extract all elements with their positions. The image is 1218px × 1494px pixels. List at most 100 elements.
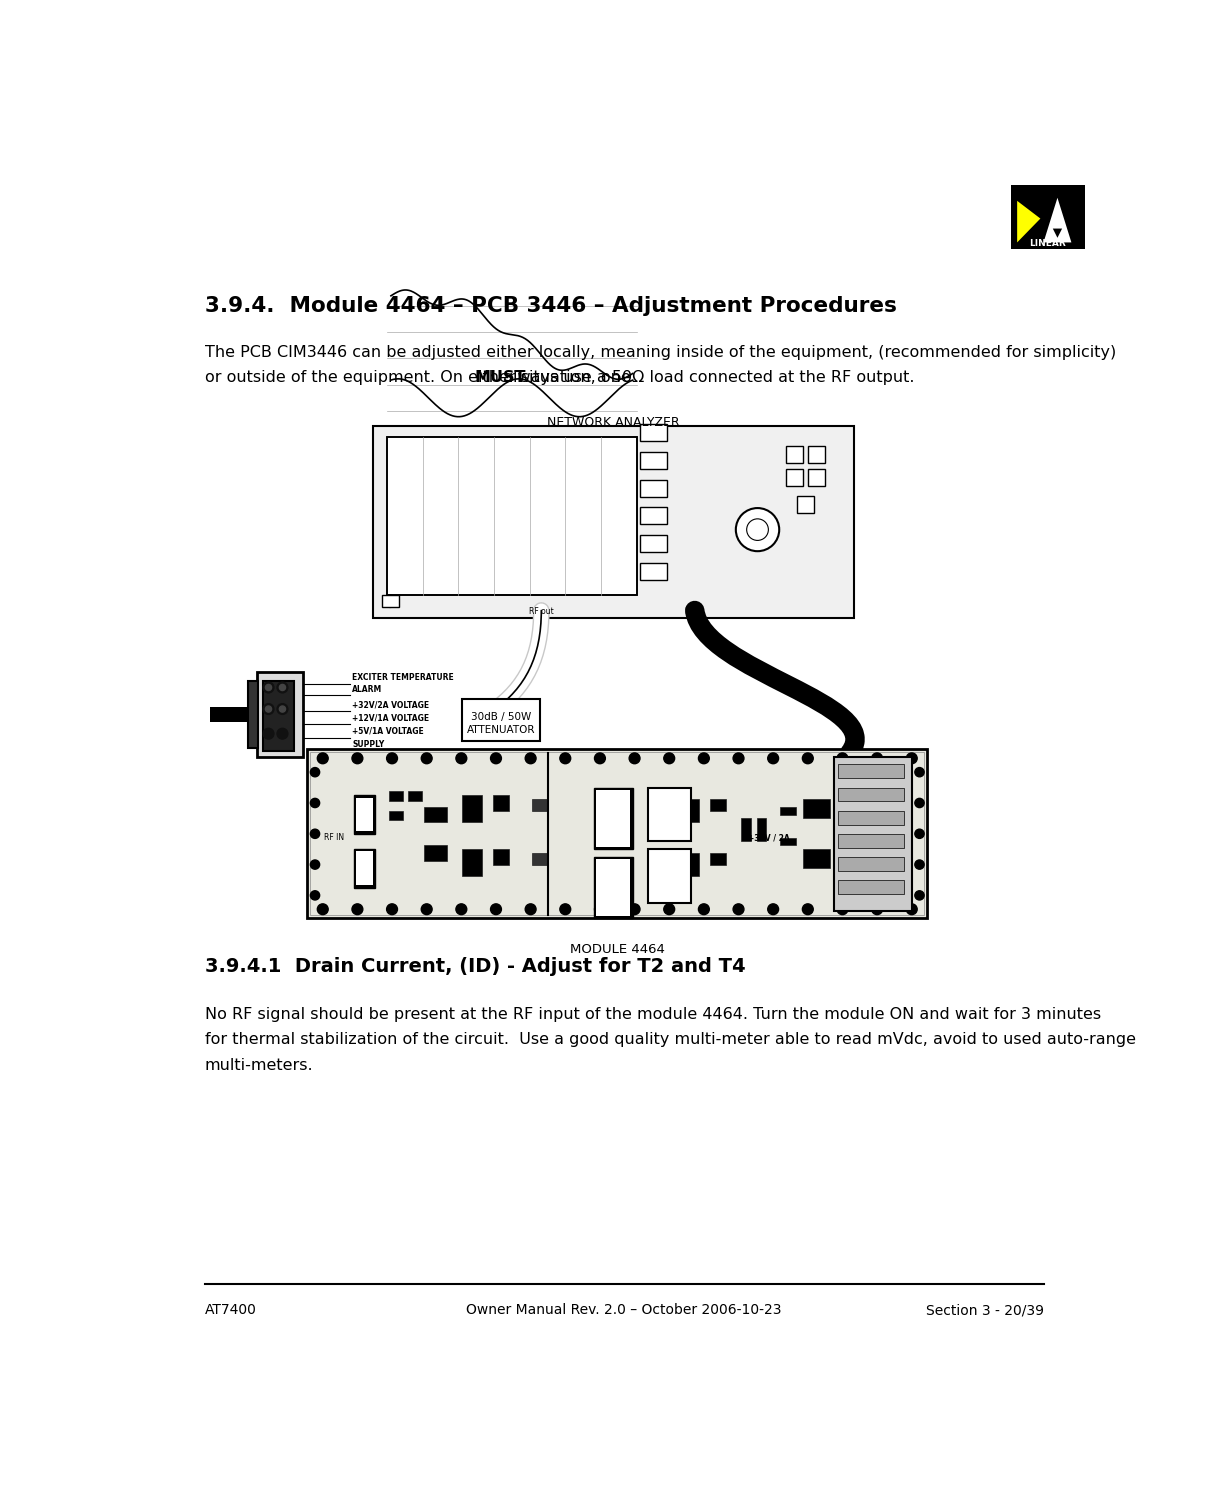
Circle shape — [915, 890, 924, 899]
Text: RF IN: RF IN — [324, 834, 345, 843]
Bar — [797, 496, 814, 512]
Bar — [353, 795, 375, 834]
Bar — [639, 508, 666, 524]
Circle shape — [266, 707, 272, 713]
Bar — [742, 819, 750, 841]
Bar — [211, 707, 250, 722]
Bar — [639, 451, 666, 469]
Bar — [780, 838, 795, 846]
Bar — [493, 849, 509, 865]
Text: +32V / 2A: +32V / 2A — [748, 834, 789, 843]
Circle shape — [906, 904, 917, 914]
Text: 3.9.4.  Module 4464 – PCB 3446 – Adjustment Procedures: 3.9.4. Module 4464 – PCB 3446 – Adjustme… — [205, 296, 896, 317]
Circle shape — [837, 904, 848, 914]
Circle shape — [698, 753, 709, 763]
Bar — [257, 672, 303, 757]
Circle shape — [491, 753, 502, 763]
Circle shape — [279, 707, 285, 713]
Polygon shape — [1052, 229, 1062, 238]
Circle shape — [266, 684, 272, 690]
Circle shape — [525, 904, 536, 914]
Bar — [756, 819, 766, 841]
Text: Section 3 - 20/39: Section 3 - 20/39 — [926, 1303, 1044, 1318]
Bar — [838, 834, 904, 847]
Circle shape — [664, 904, 675, 914]
Bar — [493, 795, 509, 811]
Bar — [842, 846, 870, 855]
Text: 30dB / 50W
ATTENUATOR: 30dB / 50W ATTENUATOR — [466, 713, 535, 735]
Bar — [389, 811, 403, 820]
Circle shape — [276, 683, 287, 693]
Bar — [639, 563, 666, 580]
Text: EXCITER TEMPERATURE: EXCITER TEMPERATURE — [352, 674, 454, 683]
Circle shape — [311, 861, 319, 870]
Bar — [808, 469, 825, 486]
Circle shape — [421, 753, 432, 763]
Bar — [353, 849, 375, 887]
Bar — [532, 853, 548, 865]
Circle shape — [698, 904, 709, 914]
Bar — [1011, 185, 1084, 248]
Bar — [664, 799, 699, 822]
Bar — [594, 858, 632, 919]
Circle shape — [311, 890, 319, 899]
Text: +12V/1A VOLTAGE: +12V/1A VOLTAGE — [352, 714, 429, 723]
Bar — [408, 792, 421, 801]
Circle shape — [872, 904, 883, 914]
Bar — [842, 795, 870, 805]
Bar — [664, 853, 699, 875]
Bar — [838, 765, 904, 778]
Circle shape — [630, 753, 639, 763]
Circle shape — [803, 753, 814, 763]
Bar — [648, 849, 691, 902]
Bar — [532, 799, 548, 811]
Bar — [311, 751, 924, 916]
Text: LINEAR: LINEAR — [1029, 239, 1066, 248]
Text: multi-meters.: multi-meters. — [205, 1058, 313, 1073]
Circle shape — [421, 904, 432, 914]
Text: always use a 50Ω load connected at the RF output.: always use a 50Ω load connected at the R… — [497, 371, 914, 385]
Circle shape — [594, 904, 605, 914]
Text: +32V/2A VOLTAGE: +32V/2A VOLTAGE — [352, 701, 429, 710]
Bar — [594, 787, 632, 849]
Circle shape — [386, 904, 397, 914]
Bar — [786, 469, 803, 486]
Text: or outside of the equipment. On either situation, one: or outside of the equipment. On either s… — [205, 371, 636, 385]
Circle shape — [594, 753, 605, 763]
Circle shape — [263, 728, 274, 740]
Circle shape — [915, 768, 924, 777]
Circle shape — [664, 753, 675, 763]
Circle shape — [560, 904, 571, 914]
Circle shape — [491, 904, 502, 914]
Text: for thermal stabilization of the circuit.  Use a good quality multi-meter able t: for thermal stabilization of the circuit… — [205, 1032, 1136, 1047]
Circle shape — [279, 684, 285, 690]
Circle shape — [384, 595, 396, 608]
Circle shape — [915, 798, 924, 808]
Circle shape — [872, 753, 883, 763]
Bar — [356, 852, 373, 886]
Circle shape — [311, 829, 319, 838]
Circle shape — [263, 683, 274, 693]
Circle shape — [352, 904, 363, 914]
Circle shape — [736, 508, 780, 551]
Circle shape — [733, 753, 744, 763]
Bar — [247, 681, 258, 747]
Bar — [838, 787, 904, 801]
Circle shape — [747, 518, 769, 541]
Bar — [648, 787, 691, 841]
Circle shape — [915, 829, 924, 838]
Circle shape — [386, 753, 397, 763]
Bar — [710, 853, 726, 865]
Text: ALARM: ALARM — [352, 684, 382, 693]
Bar — [838, 858, 904, 871]
Text: MODULE 4464: MODULE 4464 — [570, 943, 665, 956]
Text: RF out: RF out — [529, 607, 554, 616]
Bar — [389, 792, 403, 801]
Text: +5V/1A VOLTAGE: +5V/1A VOLTAGE — [352, 728, 424, 737]
Bar — [356, 798, 373, 832]
Circle shape — [263, 704, 274, 714]
Circle shape — [767, 904, 778, 914]
Circle shape — [733, 904, 744, 914]
Circle shape — [630, 904, 639, 914]
Circle shape — [456, 753, 466, 763]
